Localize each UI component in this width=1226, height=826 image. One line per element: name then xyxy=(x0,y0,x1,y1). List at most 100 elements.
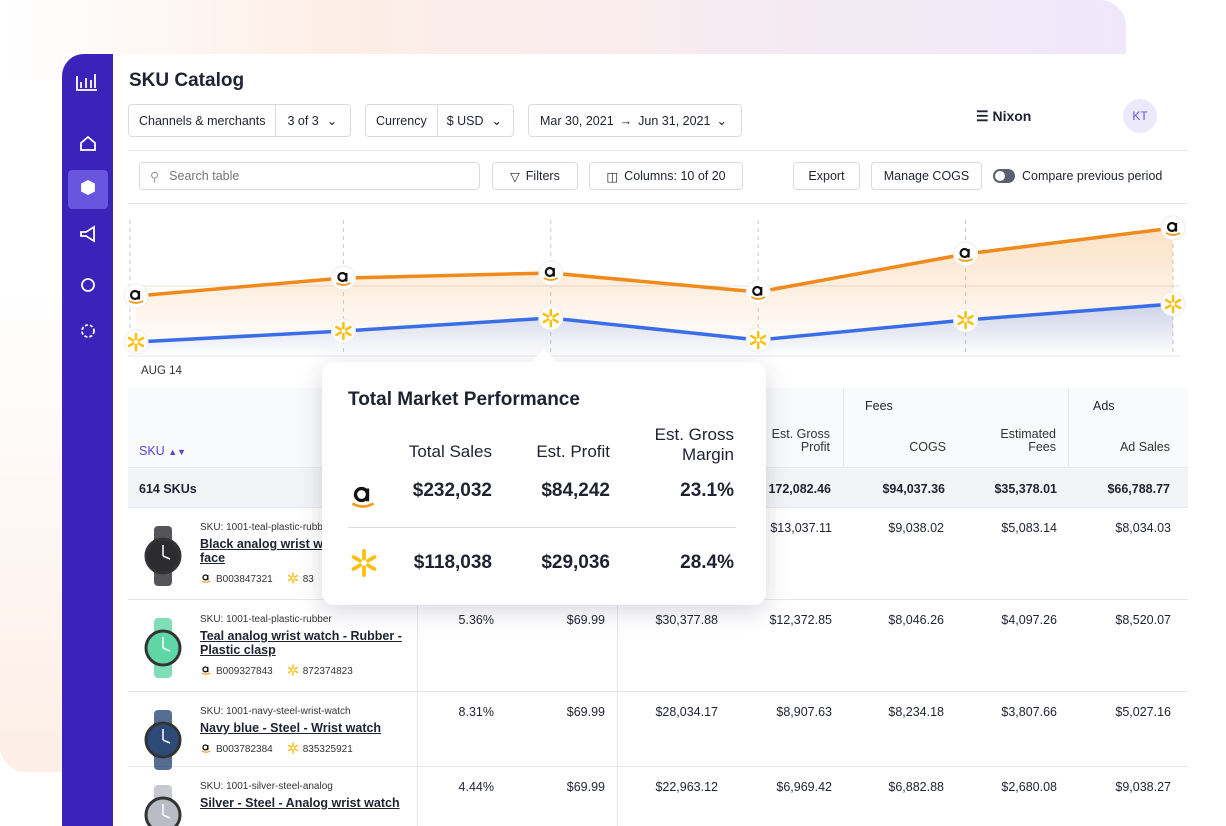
point xyxy=(1160,215,1186,241)
cell-value: $8,034.03 xyxy=(1115,521,1171,535)
point-bg xyxy=(538,305,564,331)
walmart-id: 872374823 xyxy=(302,666,353,677)
divider xyxy=(417,692,418,767)
amazon-icon xyxy=(200,572,212,587)
table-row xyxy=(128,600,1188,692)
logo xyxy=(76,74,97,91)
point xyxy=(745,279,771,305)
tooltip-value: $118,038 xyxy=(413,552,492,573)
date-end: Jun 31, 2021 xyxy=(638,113,711,128)
tooltip-value: 23.1% xyxy=(680,480,734,501)
manage-cogs-button[interactable]: Manage COGS xyxy=(871,162,982,190)
settings-icon[interactable] xyxy=(81,324,95,338)
toolbar xyxy=(128,150,1188,204)
filters-button[interactable]: ▽ Filters xyxy=(492,162,578,190)
product-image xyxy=(140,710,186,775)
channel-select[interactable]: Channels & merchants 3 of 3 ⌄ xyxy=(128,104,351,137)
home-icon[interactable] xyxy=(80,135,96,151)
ads-icon[interactable] xyxy=(80,225,95,243)
divider xyxy=(417,600,418,692)
cell-value: $9,038.02 xyxy=(888,521,944,535)
product-name[interactable]: Navy blue - Steel - Wrist watch xyxy=(200,721,382,735)
divider xyxy=(843,388,844,468)
point-bg xyxy=(953,241,979,267)
divider xyxy=(617,600,618,692)
filter-icon: ▽ xyxy=(510,169,520,184)
tooltip-value: $84,242 xyxy=(541,480,610,501)
sku-code: SKU: 1001-teal-plastic-rubber xyxy=(200,614,332,625)
summary-value: $94,037.36 xyxy=(882,482,945,496)
chevron: ⌄ xyxy=(326,114,338,128)
export-button[interactable]: Export xyxy=(793,162,860,190)
column-header: Estimated Fees xyxy=(1000,427,1056,454)
point-bg xyxy=(330,265,356,291)
search-input[interactable] xyxy=(167,168,458,184)
cell-value: 8.31% xyxy=(458,705,494,719)
sort-icon: ▲▼ xyxy=(168,447,187,457)
group-header: Ads xyxy=(1093,399,1115,413)
cell-value: $28,034.17 xyxy=(655,705,718,719)
column-header: Est. Gross Profit xyxy=(771,427,830,454)
catalog-icon[interactable] xyxy=(81,179,95,196)
cell-value: $2,680.08 xyxy=(1001,780,1057,794)
cell-value: $6,969.42 xyxy=(776,780,832,794)
cell-value: $4,097.26 xyxy=(1001,613,1057,627)
toggle[interactable] xyxy=(993,169,1015,183)
cell-value: $5,083.14 xyxy=(1001,521,1057,535)
compare-label: Compare previous period xyxy=(1022,169,1163,183)
point xyxy=(953,241,979,267)
point-bg xyxy=(1160,291,1186,317)
amazon-icon xyxy=(200,742,212,757)
product-info: SKU: 1001-teal-plastic-rubber Teal analog… xyxy=(200,614,405,679)
cell-value: $3,807.66 xyxy=(1001,705,1057,719)
product-name[interactable]: Teal analog wrist watch - Rubber - Plast… xyxy=(200,629,402,657)
search-box[interactable]: ⚲ xyxy=(139,162,480,190)
walmart-id: 835325921 xyxy=(302,744,353,755)
product-ids: B009327843 872374823 xyxy=(200,664,405,679)
point-bg xyxy=(330,318,356,344)
line xyxy=(135,302,1174,344)
value: $ USD xyxy=(446,113,484,128)
columns-icon: ◫ xyxy=(606,169,619,184)
cell-value: 4.44% xyxy=(458,780,494,794)
sku-count: 614 SKUs xyxy=(139,482,197,496)
point-bg xyxy=(745,279,771,305)
arrow: → xyxy=(619,113,633,128)
walmart-id: 83 xyxy=(302,574,314,585)
avatar[interactable]: KT xyxy=(1123,99,1157,133)
cell-value: $5,027.16 xyxy=(1115,705,1171,719)
column-header: COGS xyxy=(909,440,946,454)
column-header: Ad Sales xyxy=(1119,440,1170,454)
asin: B003782384 xyxy=(216,744,273,755)
date-range[interactable]: Mar 30, 2021 → Jun 31, 2021 ⌄ xyxy=(528,104,742,137)
divider xyxy=(275,105,277,136)
account-menu[interactable]: ☰ Nixon xyxy=(976,108,1031,125)
walmart-icon xyxy=(349,548,379,578)
asin: B003847321 xyxy=(216,574,273,585)
cell-value: $8,234.18 xyxy=(888,705,944,719)
product-name[interactable]: Silver - Steel - Analog wrist watch xyxy=(200,796,400,810)
cell-value: $30,377.88 xyxy=(655,613,718,627)
sort-header[interactable]: SKU ▲▼ xyxy=(139,444,186,458)
divider xyxy=(1068,388,1069,468)
walmart-icon xyxy=(287,664,299,679)
summary-value: $35,378.01 xyxy=(994,482,1057,496)
tooltip-value: 28.4% xyxy=(680,552,734,573)
label: Columns: 10 of 20 xyxy=(624,169,726,183)
amazon-icon xyxy=(348,481,378,511)
x-tick-label: AUG 14 xyxy=(141,365,183,377)
point-bg xyxy=(123,283,149,309)
divider xyxy=(617,767,618,826)
point-bg xyxy=(745,327,771,353)
cell-value: $8,046.26 xyxy=(888,613,944,627)
cell-value: $8,520.07 xyxy=(1115,613,1171,627)
product-info: SKU: 1001-silver-steel-analog Silver - St… xyxy=(200,781,405,810)
sku-code: SKU: 1001-navy-steel-wrist-watch xyxy=(200,706,351,717)
columns-button[interactable]: ◫ Columns: 10 of 20 xyxy=(589,162,743,190)
tooltip-header: Total Sales xyxy=(408,442,492,461)
sku-code: SKU: 1001-silver-steel-analog xyxy=(200,781,333,792)
target-icon[interactable] xyxy=(81,278,95,292)
page-title: SKU Catalog xyxy=(129,70,245,91)
currency-select[interactable]: Currency $ USD ⌄ xyxy=(365,104,514,137)
